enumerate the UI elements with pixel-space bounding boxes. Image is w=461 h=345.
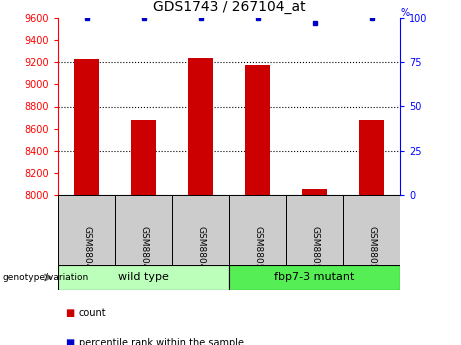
Bar bbox=[188, 58, 213, 195]
Bar bbox=[359, 120, 384, 195]
Text: GSM88045: GSM88045 bbox=[196, 227, 205, 276]
Bar bbox=[286, 195, 343, 265]
Text: GSM88052: GSM88052 bbox=[253, 227, 262, 276]
Bar bbox=[58, 195, 115, 265]
Bar bbox=[343, 195, 400, 265]
Bar bbox=[74, 59, 99, 195]
Text: ■: ■ bbox=[65, 308, 74, 318]
Bar bbox=[115, 195, 172, 265]
Bar bbox=[229, 195, 286, 265]
Bar bbox=[58, 265, 229, 290]
Title: GDS1743 / 267104_at: GDS1743 / 267104_at bbox=[153, 0, 305, 14]
Text: ■: ■ bbox=[65, 338, 74, 345]
Text: genotype/variation: genotype/variation bbox=[2, 273, 89, 282]
Text: GSM88053: GSM88053 bbox=[310, 227, 319, 276]
Text: GSM88043: GSM88043 bbox=[82, 227, 91, 276]
Text: GSM88054: GSM88054 bbox=[367, 227, 376, 276]
Text: wild type: wild type bbox=[118, 273, 169, 283]
Bar bbox=[301, 189, 327, 195]
Text: count: count bbox=[79, 308, 106, 318]
Bar bbox=[130, 120, 156, 195]
Bar bbox=[172, 195, 229, 265]
Bar bbox=[245, 65, 270, 195]
Text: %: % bbox=[400, 8, 409, 18]
Text: percentile rank within the sample: percentile rank within the sample bbox=[79, 338, 244, 345]
Text: GSM88044: GSM88044 bbox=[139, 227, 148, 276]
Bar bbox=[229, 265, 400, 290]
Text: fbp7-3 mutant: fbp7-3 mutant bbox=[274, 273, 355, 283]
